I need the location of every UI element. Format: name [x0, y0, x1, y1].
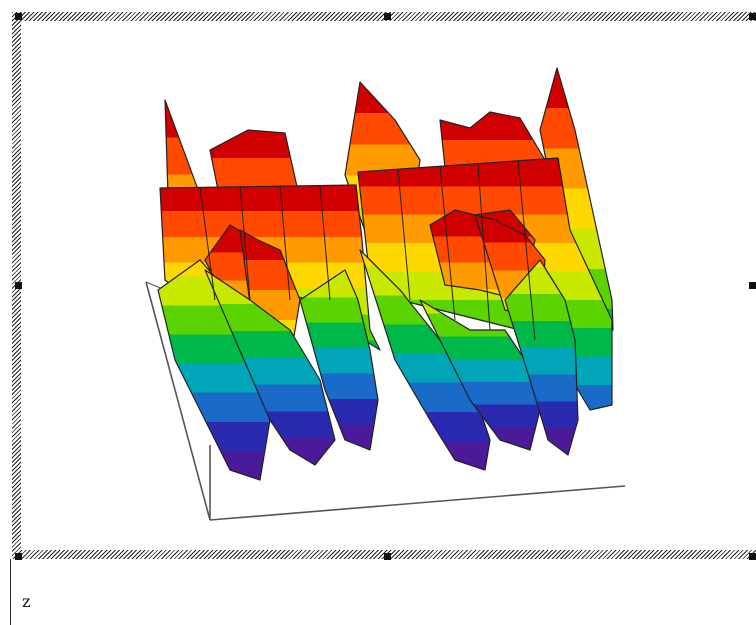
surface-plot — [145, 67, 626, 521]
surface-mesh-line-1 — [199, 186, 216, 301]
cell-label: z — [22, 592, 31, 611]
surface-mesh-line-2 — [239, 185, 251, 301]
resize-handle-top-left[interactable] — [15, 13, 22, 20]
surface-mesh-line-8 — [517, 160, 536, 341]
surface-mesh-line-3 — [279, 185, 291, 301]
resize-handle-middle-left[interactable] — [15, 282, 22, 289]
cell-border — [10, 559, 11, 625]
resize-handle-bottom-left[interactable] — [15, 553, 22, 560]
resize-handle-middle-right[interactable] — [749, 282, 756, 289]
surface-mesh-line-6 — [439, 166, 456, 321]
resize-handle-bottom-center[interactable] — [384, 553, 391, 560]
axis-left-edge — [145, 281, 211, 521]
surface-front-valley-3 — [299, 269, 379, 451]
resize-handle-top-center[interactable] — [384, 13, 391, 20]
plot-canvas[interactable] — [21, 21, 756, 550]
surface-front-valley-4 — [359, 249, 491, 471]
surface-mesh-line-7 — [477, 163, 491, 331]
surface-mesh-line-4 — [319, 185, 331, 301]
surface-front-valley-2 — [204, 269, 336, 466]
surface-front-valley-6 — [504, 259, 579, 456]
surface-mesh-line-5 — [397, 169, 411, 301]
resize-handle-bottom-right[interactable] — [749, 553, 756, 560]
resize-handle-top-right[interactable] — [749, 13, 756, 20]
axis-bottom-edge — [209, 485, 626, 521]
